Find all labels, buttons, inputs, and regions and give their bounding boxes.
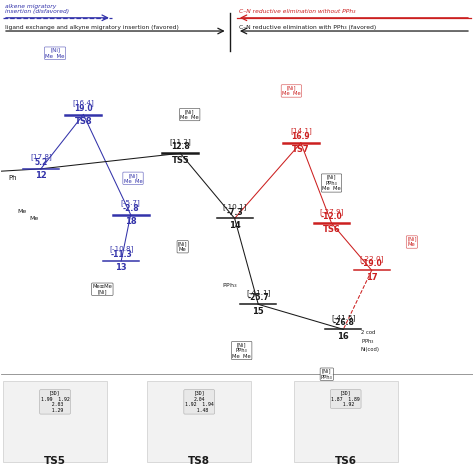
Text: [Ni]
Me: [Ni] Me: [407, 237, 417, 247]
FancyBboxPatch shape: [294, 381, 398, 462]
Text: TS8: TS8: [188, 456, 210, 466]
Text: C–N reductive elimination without PPh₃: C–N reductive elimination without PPh₃: [239, 9, 356, 15]
Text: Me: Me: [29, 216, 38, 221]
Text: 16.9: 16.9: [292, 132, 310, 141]
Text: -2.8: -2.8: [122, 204, 139, 213]
Text: [Ni]
Me  Me: [Ni] Me Me: [124, 173, 142, 184]
Text: [3D]
1.87  1.89
  1.92: [3D] 1.87 1.89 1.92: [331, 391, 360, 407]
Text: [-5.7]: [-5.7]: [121, 200, 140, 206]
Text: [11.2]: [11.2]: [169, 138, 191, 145]
Text: [-41.5]: [-41.5]: [331, 314, 356, 321]
Text: PPh$_3$: PPh$_3$: [361, 337, 374, 346]
Text: -19.0: -19.0: [361, 259, 383, 268]
Text: 5.2: 5.2: [34, 158, 47, 167]
Text: [Ni]
PPh₃: [Ni] PPh₃: [321, 369, 333, 380]
Text: [Ni]
Me  Me: [Ni] Me Me: [282, 86, 301, 96]
Text: C–N reductive elimination with PPh₃ (favored): C–N reductive elimination with PPh₃ (fav…: [239, 25, 377, 29]
Text: 16: 16: [337, 332, 349, 341]
Text: PPh$_3$: PPh$_3$: [222, 281, 238, 290]
Text: [Ni]
Me  Me: [Ni] Me Me: [46, 48, 65, 59]
Text: -11.3: -11.3: [110, 250, 132, 259]
Text: [3D]
2.04
1.92  1.94
  1.48: [3D] 2.04 1.92 1.94 1.48: [185, 391, 214, 413]
Text: [Ni]
Me  Me: [Ni] Me Me: [181, 109, 199, 120]
Text: TS6: TS6: [323, 226, 340, 235]
Text: [-27.9]: [-27.9]: [319, 208, 344, 215]
Text: [Ni]
PPh₃
Me  Me: [Ni] PPh₃ Me Me: [322, 175, 341, 191]
Text: 17: 17: [366, 273, 377, 282]
Text: 12: 12: [35, 171, 47, 180]
Text: TS6: TS6: [335, 456, 357, 466]
Text: -7.3: -7.3: [226, 208, 243, 217]
Text: TS8: TS8: [74, 117, 92, 126]
Text: -26.8: -26.8: [332, 319, 354, 328]
Text: alkene migratory
insertion (disfavored): alkene migratory insertion (disfavored): [5, 4, 70, 15]
Text: 19.0: 19.0: [74, 104, 93, 113]
Text: [14.1]: [14.1]: [290, 128, 312, 135]
Text: 12.8: 12.8: [171, 142, 190, 151]
Text: Me≡Me
[Ni]: Me≡Me [Ni]: [92, 284, 112, 295]
FancyBboxPatch shape: [3, 381, 107, 462]
Text: [16.4]: [16.4]: [73, 100, 94, 106]
Text: [-41.1]: [-41.1]: [246, 289, 271, 296]
Text: TS5: TS5: [44, 456, 66, 466]
Text: [17.8]: [17.8]: [30, 154, 52, 160]
Text: Ni(cod): Ni(cod): [361, 347, 380, 352]
Text: ligand exchange and alkyne migratory insertion (favored): ligand exchange and alkyne migratory ins…: [5, 25, 179, 29]
Text: 14: 14: [229, 221, 240, 230]
Text: 2 cod: 2 cod: [361, 330, 375, 335]
Text: TS5: TS5: [172, 155, 189, 164]
Text: [Ni]
Me: [Ni] Me: [178, 241, 187, 252]
Text: [Ni]
PPh₃
Me  Me: [Ni] PPh₃ Me Me: [232, 342, 251, 359]
Text: [-10.8]: [-10.8]: [109, 246, 133, 252]
Text: [3D]
1.99  1.92
  2.03
  1.29: [3D] 1.99 1.92 2.03 1.29: [41, 391, 69, 413]
Text: -25.7: -25.7: [247, 293, 269, 302]
Text: 13: 13: [115, 263, 127, 272]
Text: Ph: Ph: [8, 175, 17, 181]
Text: -12.0: -12.0: [320, 212, 342, 221]
Text: [-10.1]: [-10.1]: [222, 203, 247, 210]
Text: 18: 18: [125, 217, 137, 226]
FancyBboxPatch shape: [147, 381, 251, 462]
Text: TS7: TS7: [292, 145, 310, 154]
Text: [-22.0]: [-22.0]: [359, 255, 384, 262]
Text: 15: 15: [252, 307, 264, 316]
Text: Me: Me: [17, 209, 27, 214]
